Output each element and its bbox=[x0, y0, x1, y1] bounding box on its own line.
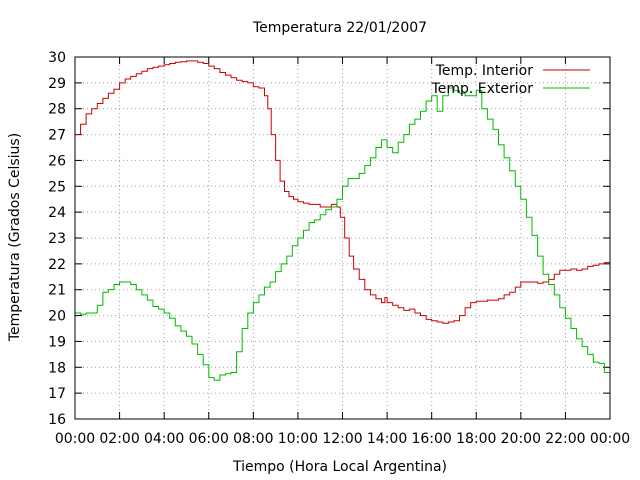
legend-label-interior: Temp. Interior bbox=[435, 63, 534, 79]
series-line-interior bbox=[75, 60, 611, 324]
y-tick-label: 17 bbox=[48, 386, 66, 402]
y-tick-label: 20 bbox=[48, 309, 66, 325]
series-lines bbox=[75, 60, 611, 399]
x-tick-label: 00:00 bbox=[590, 431, 630, 447]
plot-frame bbox=[74, 56, 611, 420]
y-tick-label: 24 bbox=[48, 205, 66, 221]
x-tick-label: 18:00 bbox=[456, 431, 496, 447]
x-tick-label: 04:00 bbox=[144, 431, 184, 447]
y-tick-label: 23 bbox=[48, 231, 66, 247]
y-tick-label: 30 bbox=[48, 50, 66, 66]
y-tick-label: 28 bbox=[48, 102, 66, 118]
y-tick-label: 27 bbox=[48, 128, 66, 144]
x-tick-label: 10:00 bbox=[278, 431, 318, 447]
x-tick-label: 00:00 bbox=[55, 431, 95, 447]
x-axis-label: Tiempo (Hora Local Argentina) bbox=[232, 459, 447, 475]
x-tick-label: 20:00 bbox=[501, 431, 541, 447]
y-tick-label: 22 bbox=[48, 257, 66, 273]
series-line-exterior bbox=[75, 87, 611, 399]
y-axis-label: Temperatura (Grados Celsius) bbox=[7, 133, 23, 342]
x-tick-label: 12:00 bbox=[322, 431, 362, 447]
y-tick-label: 21 bbox=[48, 283, 66, 299]
y-tick-label: 29 bbox=[48, 76, 66, 92]
legend-label-exterior: Temp. Exterior bbox=[431, 81, 534, 97]
x-tick-label: 08:00 bbox=[233, 431, 273, 447]
chart-title: Temperatura 22/01/2007 bbox=[252, 20, 427, 36]
x-tick-label: 14:00 bbox=[367, 431, 407, 447]
x-tick-label: 06:00 bbox=[189, 431, 229, 447]
x-tick-label: 22:00 bbox=[545, 431, 585, 447]
y-tick-label: 18 bbox=[48, 360, 66, 376]
x-tick-label: 16:00 bbox=[411, 431, 451, 447]
y-tick-label: 25 bbox=[48, 179, 66, 195]
x-tick-label: 02:00 bbox=[99, 431, 139, 447]
y-tick-label: 26 bbox=[48, 153, 66, 169]
y-tick-label: 16 bbox=[48, 412, 66, 428]
y-tick-label: 19 bbox=[48, 334, 66, 350]
legend: Temp. Interior Temp. Exterior bbox=[431, 63, 590, 97]
